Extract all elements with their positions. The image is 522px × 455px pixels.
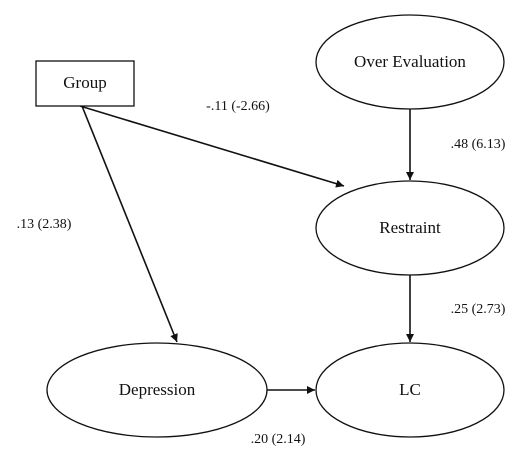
node-label: Restraint <box>379 218 441 237</box>
edge-label: -.11 (-2.66) <box>206 99 270 114</box>
edge-label: .13 (2.38) <box>17 217 72 232</box>
edge-label: .20 (2.14) <box>251 432 306 447</box>
edge-arrow <box>79 105 345 188</box>
node-box <box>35 60 135 107</box>
edge-label: .25 (2.73) <box>451 302 506 317</box>
edge-label: .48 (6.13) <box>451 137 506 152</box>
node-ellipse <box>46 342 268 438</box>
node-label: Group <box>63 73 106 92</box>
node-label: Depression <box>119 380 196 399</box>
node-label: Over Evaluation <box>354 52 466 71</box>
node-ellipse <box>315 342 505 438</box>
node-label: LC <box>399 380 421 399</box>
edge-arrow <box>81 105 178 343</box>
node-ellipse <box>315 180 505 276</box>
node-ellipse <box>315 14 505 110</box>
